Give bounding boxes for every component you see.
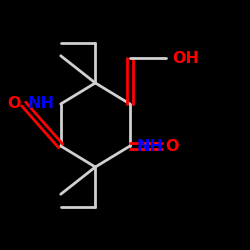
Text: NH: NH	[136, 138, 163, 154]
Text: O: O	[7, 96, 21, 112]
Text: O: O	[165, 138, 178, 154]
Text: OH: OH	[172, 51, 199, 66]
Text: NH: NH	[28, 96, 54, 112]
